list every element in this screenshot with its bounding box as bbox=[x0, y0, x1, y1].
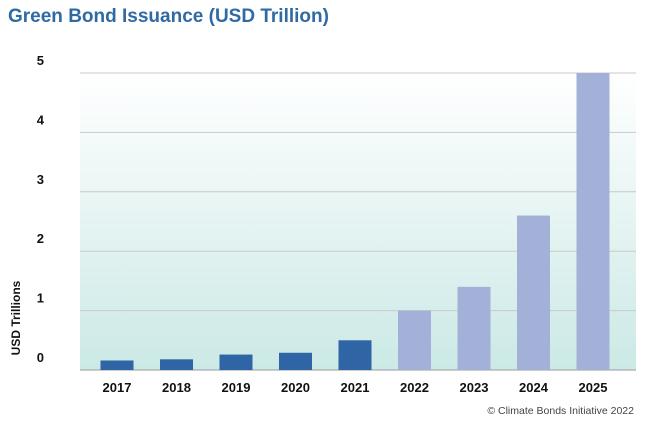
x-tick-labels: 2017 2018 2019 2020 2021 2022 2023 2024 2025 bbox=[103, 380, 608, 395]
x-tick-label: 2022 bbox=[400, 380, 429, 395]
y-tick-label: 4 bbox=[37, 112, 45, 127]
source-credit: © Climate Bonds Initiative 2022 bbox=[487, 405, 634, 417]
y-tick-label: 3 bbox=[37, 172, 44, 187]
x-tick-label: 2021 bbox=[341, 380, 370, 395]
x-tick-label: 2017 bbox=[103, 380, 132, 395]
y-tick-label: 0 bbox=[37, 350, 44, 365]
x-tick-label: 2023 bbox=[460, 380, 489, 395]
bar-2023 bbox=[457, 286, 491, 370]
bar-2022 bbox=[398, 310, 431, 370]
x-tick-label: 2024 bbox=[519, 380, 549, 395]
bar-2018 bbox=[160, 359, 193, 370]
bar-2024 bbox=[517, 215, 550, 370]
bars bbox=[100, 73, 610, 370]
y-tick-label: 5 bbox=[37, 53, 44, 68]
bar-2021 bbox=[338, 340, 372, 370]
bar-2019 bbox=[219, 354, 253, 370]
y-axis-label: USD Trillions bbox=[9, 280, 23, 356]
x-tick-label: 2025 bbox=[579, 380, 608, 395]
plot-background bbox=[80, 73, 636, 370]
chart-title: Green Bond Issuance (USD Trillion) bbox=[8, 6, 329, 27]
x-tick-label: 2018 bbox=[162, 380, 191, 395]
y-tick-label: 1 bbox=[37, 291, 44, 306]
bar-2025 bbox=[576, 73, 610, 370]
x-tick-label: 2020 bbox=[281, 380, 310, 395]
x-tick-label: 2019 bbox=[222, 380, 251, 395]
bar-2017 bbox=[100, 360, 134, 370]
bar-2020 bbox=[279, 352, 312, 370]
y-tick-label: 2 bbox=[37, 231, 44, 246]
y-tick-labels: 0 1 2 3 4 5 bbox=[37, 53, 45, 365]
